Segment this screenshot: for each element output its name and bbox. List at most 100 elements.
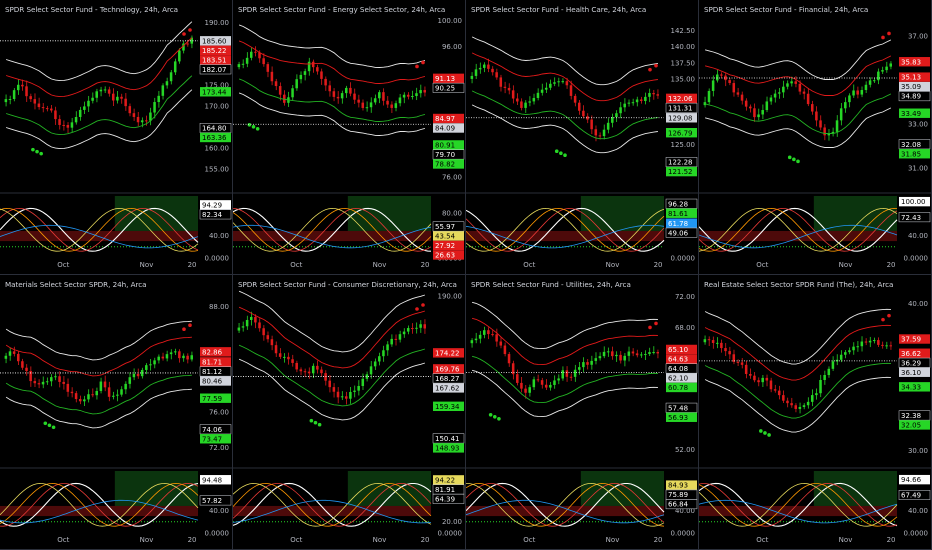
candle-body xyxy=(594,129,598,136)
candle-body xyxy=(29,371,32,382)
candle-body xyxy=(25,86,28,97)
candle-body xyxy=(186,43,189,45)
candle-body xyxy=(577,102,581,111)
outer-upper-envelope xyxy=(704,308,891,365)
lower-band-line xyxy=(471,355,658,404)
osc-label: 84.93 xyxy=(668,482,688,490)
upper-band-line xyxy=(704,55,892,96)
price-label: 37.59 xyxy=(901,336,921,344)
candle-body xyxy=(806,401,810,406)
candle-body xyxy=(402,94,406,98)
candle-body xyxy=(406,94,410,97)
price-label: 79.70 xyxy=(435,151,455,159)
oscillator-line xyxy=(466,207,665,252)
candle-body xyxy=(749,106,752,109)
candle-body xyxy=(241,326,245,328)
chart-svg: 142.50 140.00 137.50 135.00 125.00 0.0000 132.… xyxy=(466,27,698,269)
oscillator-lines xyxy=(0,207,199,252)
candle-body xyxy=(736,92,740,95)
chart-panel[interactable]: 72.00 68.00 52.00 40.00 0.0000 65.10 64.63 64.0… xyxy=(466,275,699,550)
candle-body xyxy=(270,339,274,346)
sell-signal-dot xyxy=(654,63,658,68)
osc-label-box xyxy=(433,231,464,241)
candle-body xyxy=(711,340,715,343)
osc-label: 67.49 xyxy=(901,492,921,500)
price-label-box xyxy=(200,132,231,143)
y-tick-label: 96.00 xyxy=(442,43,462,51)
price-label-box xyxy=(432,82,465,93)
oscillator-line xyxy=(0,207,199,252)
candle-body xyxy=(95,91,98,98)
candle-body xyxy=(245,319,249,327)
buy-signal-dot xyxy=(35,149,39,154)
candle-body xyxy=(87,100,90,107)
candle-body xyxy=(753,108,756,118)
candle-body xyxy=(328,380,331,388)
oscillator-overbought-zone xyxy=(347,471,431,506)
x-tick-label: Oct xyxy=(523,536,535,544)
candle-body xyxy=(336,391,340,398)
price-label: 34.89 xyxy=(901,93,921,101)
osc-label: 72.43 xyxy=(901,214,921,222)
oscillator-overbought-zone xyxy=(347,196,431,231)
candle-body xyxy=(332,91,336,97)
candle-body xyxy=(872,340,876,342)
candle-body xyxy=(749,373,752,376)
sell-signal-dot xyxy=(887,31,891,36)
candle-body xyxy=(299,369,303,372)
candle-body xyxy=(652,351,655,353)
y-tick-label: 125.00 xyxy=(671,141,696,149)
chart-panel[interactable]: 100.0096.0076.0080.000.000091.1390.2584.… xyxy=(233,0,466,275)
candle-body xyxy=(369,102,373,108)
oscillator-line xyxy=(0,482,199,527)
oscillator-line xyxy=(699,482,898,527)
y-tick-label: 40.00 xyxy=(908,300,928,308)
candle-body xyxy=(553,82,556,84)
y-tick-label: 88.00 xyxy=(209,303,229,311)
candle-body xyxy=(569,85,573,96)
candle-body xyxy=(311,365,315,374)
chart-panel[interactable]: 88.00 76.00 72.00 40.00 0.0000 82.86 81.71 81.1… xyxy=(0,275,233,550)
candle-body xyxy=(724,348,727,352)
sell-signal-dot xyxy=(182,327,186,332)
chart-panel[interactable]: 37.00 33.00 31.00 40.00 0.0000 35.83 35.13 35.0… xyxy=(699,0,932,275)
candle-body xyxy=(794,405,797,409)
chart-panel[interactable]: 190.00165.0020.000.0000174.22169.76168.2… xyxy=(233,275,466,550)
oscillator-overbought-zone xyxy=(114,471,198,506)
price-label-box xyxy=(899,72,930,82)
candle-body xyxy=(120,389,123,395)
candle-body xyxy=(635,353,639,356)
x-tick-label: Oct xyxy=(523,261,535,269)
signal-dots xyxy=(488,321,658,421)
candle-body xyxy=(373,361,377,367)
chart-panel[interactable]: 190.00175.00170.00165.00160.00155.0040.0… xyxy=(0,0,233,275)
candle-body xyxy=(810,395,814,402)
upper-band-line xyxy=(238,40,426,84)
y-tick-label: 142.50 xyxy=(671,27,696,35)
price-label-box xyxy=(433,364,464,374)
candle-body xyxy=(398,334,402,340)
signal-dots xyxy=(247,60,425,131)
osc-label: 94.22 xyxy=(435,476,455,484)
osc-tick-label: 80.00 xyxy=(442,209,462,217)
osc-tick-label: 0.0000 xyxy=(904,255,929,263)
candle-body xyxy=(132,113,136,117)
price-label: 62.10 xyxy=(668,375,688,383)
chart-title: SPDR Select Sector Fund - Financial, 24h… xyxy=(704,5,869,14)
candle-body xyxy=(8,99,12,101)
candle-body xyxy=(66,125,70,128)
osc-tick-label: 0.0000 xyxy=(904,530,929,538)
outer-lower-envelope xyxy=(238,358,426,421)
oscillator-oversold-zone xyxy=(0,230,198,242)
buy-signal-dot xyxy=(31,147,35,152)
candle-body xyxy=(382,92,385,101)
chart-panel[interactable]: 40.00 30.00 40.00 0.0000 37.59 36.62 36.29 36.1… xyxy=(699,275,932,550)
candle-body xyxy=(652,93,655,95)
candle-body xyxy=(295,362,298,370)
chart-panel[interactable]: 142.50 140.00 137.50 135.00 125.00 0.0000 132.… xyxy=(466,0,699,275)
outer-upper-envelope xyxy=(704,39,892,80)
osc-tick-label: 0.0000 xyxy=(671,255,696,263)
osc-label-box xyxy=(665,499,698,510)
candle-body xyxy=(303,71,307,75)
candle-body xyxy=(823,127,826,136)
